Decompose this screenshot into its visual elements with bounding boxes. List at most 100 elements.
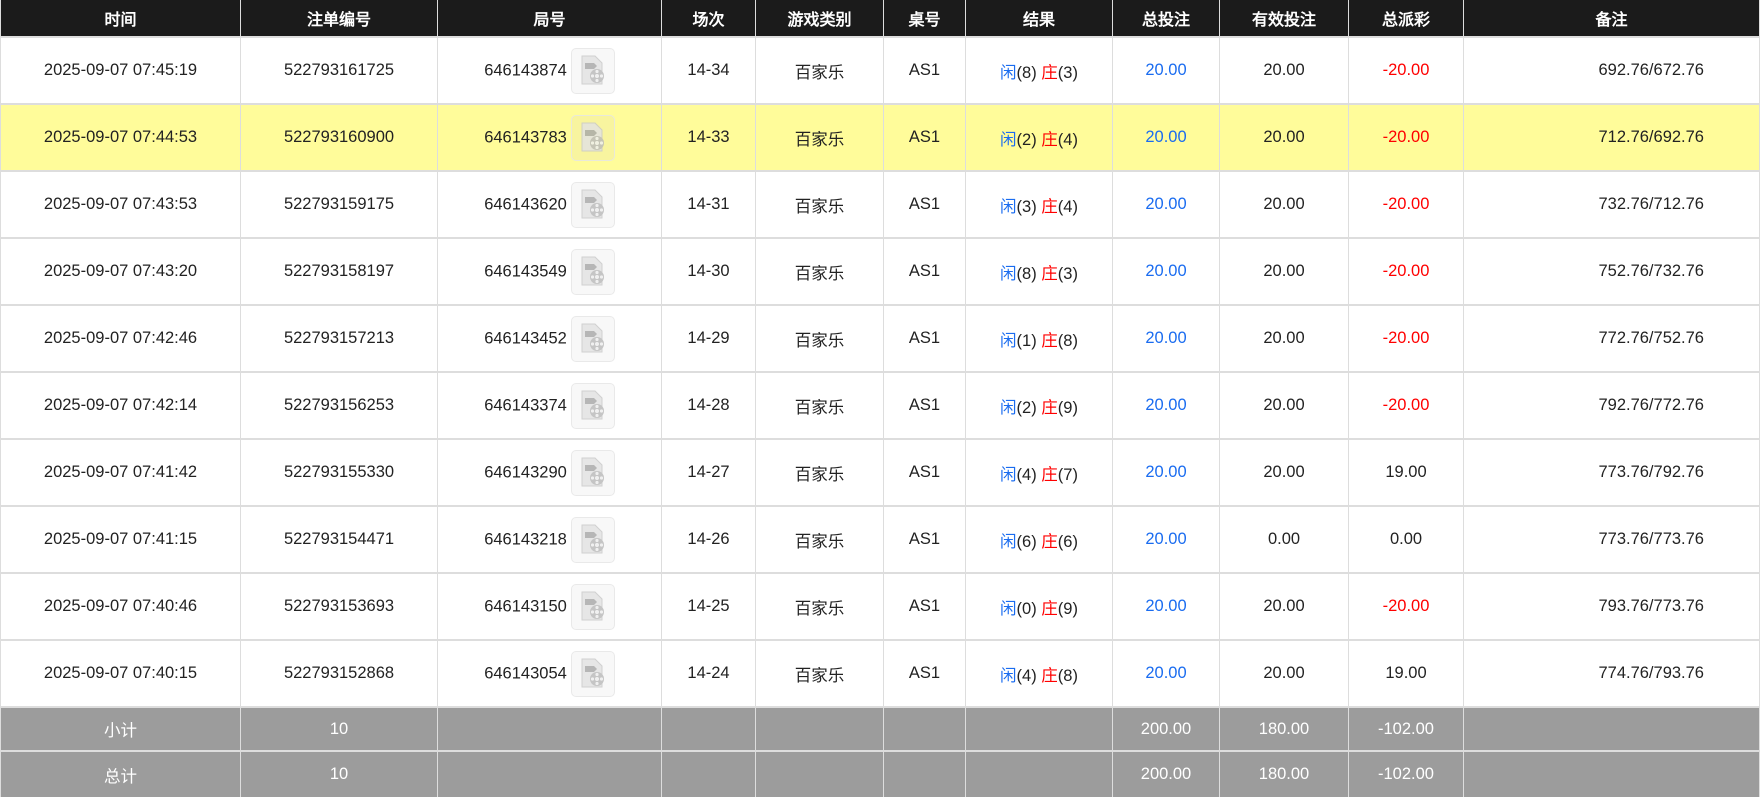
video-replay-icon[interactable]	[570, 382, 615, 429]
cell-payout: 19.00	[1348, 438, 1464, 506]
subtotal-payout: -102.00	[1348, 706, 1464, 751]
cell-total-bet: 20.00	[1112, 170, 1220, 238]
header-time: 时间	[0, 0, 241, 37]
round-number: 646143150	[484, 596, 567, 615]
cell-total-bet: 20.00	[1112, 438, 1220, 506]
cell-round: 646143874	[437, 36, 662, 104]
cell-round: 646143452	[437, 304, 662, 372]
table-row: 2025-09-07 07:41:42 522793155330 646143290…	[0, 438, 1760, 506]
banker-label: 庄	[1041, 666, 1058, 685]
banker-label: 庄	[1041, 465, 1058, 484]
cell-round: 646143549	[437, 237, 662, 305]
banker-label: 庄	[1041, 130, 1058, 149]
header-total-bet: 总投注	[1112, 0, 1220, 37]
player-label: 闲	[1000, 331, 1017, 350]
cell-game: 百家乐	[755, 170, 884, 238]
cell-table: AS1	[883, 170, 966, 238]
cell-table: AS1	[883, 505, 966, 573]
header-round: 局号	[437, 0, 662, 37]
cell-result: 闲(3) 庄(4)	[965, 170, 1113, 238]
cell-valid-bet: 20.00	[1219, 170, 1349, 238]
video-replay-icon[interactable]	[570, 47, 615, 94]
video-replay-icon[interactable]	[570, 449, 615, 496]
video-replay-icon[interactable]	[570, 650, 615, 697]
round-number: 646143452	[484, 328, 567, 347]
cell-shoe: 14-24	[661, 639, 756, 707]
banker-label: 庄	[1041, 331, 1058, 350]
round-number: 646143218	[484, 529, 567, 548]
table-row: 2025-09-07 07:44:53 522793160900 646143783…	[0, 103, 1760, 171]
header-valid-bet: 有效投注	[1219, 0, 1349, 37]
cell-result: 闲(4) 庄(7)	[965, 438, 1113, 506]
video-replay-icon[interactable]	[570, 315, 615, 362]
cell-valid-bet: 20.00	[1219, 103, 1349, 171]
cell-bet-id: 522793156253	[240, 371, 438, 439]
cell-table: AS1	[883, 438, 966, 506]
cell-bet-id: 522793153693	[240, 572, 438, 640]
header-result: 结果	[965, 0, 1113, 37]
total-valid-bet: 180.00	[1219, 750, 1349, 797]
round-number: 646143054	[484, 663, 567, 682]
cell-remark: 732.76/712.76	[1463, 170, 1760, 238]
banker-score: (4)	[1057, 197, 1078, 216]
banker-score: (9)	[1057, 599, 1078, 618]
round-number: 646143374	[484, 395, 567, 414]
cell-table: AS1	[883, 237, 966, 305]
cell-bet-id: 522793155330	[240, 438, 438, 506]
table-row: 2025-09-07 07:43:53 522793159175 646143620…	[0, 170, 1760, 238]
cell-round: 646143150	[437, 572, 662, 640]
cell-valid-bet: 20.00	[1219, 639, 1349, 707]
player-label: 闲	[1000, 197, 1017, 216]
cell-total-bet: 20.00	[1112, 639, 1220, 707]
video-replay-icon[interactable]	[570, 516, 615, 563]
cell-remark: 712.76/692.76	[1463, 103, 1760, 171]
video-replay-icon[interactable]	[570, 583, 615, 630]
cell-shoe: 14-27	[661, 438, 756, 506]
banker-score: (3)	[1057, 63, 1078, 82]
subtotal-row: 小计 10 200.00 180.00 -102.00	[0, 706, 1760, 751]
header-shoe: 场次	[661, 0, 756, 37]
video-replay-icon[interactable]	[570, 248, 615, 295]
cell-result: 闲(0) 庄(9)	[965, 572, 1113, 640]
round-number: 646143620	[484, 194, 567, 213]
cell-time: 2025-09-07 07:41:42	[0, 438, 241, 506]
cell-payout: -20.00	[1348, 170, 1464, 238]
table-row: 2025-09-07 07:40:15 522793152868 646143054…	[0, 639, 1760, 707]
cell-table: AS1	[883, 304, 966, 372]
player-label: 闲	[1000, 465, 1017, 484]
table-row: 2025-09-07 07:40:46 522793153693 646143150…	[0, 572, 1760, 640]
round-number: 646143549	[484, 261, 567, 280]
cell-valid-bet: 20.00	[1219, 438, 1349, 506]
cell-valid-bet: 0.00	[1219, 505, 1349, 573]
cell-total-bet: 20.00	[1112, 371, 1220, 439]
player-label: 闲	[1000, 666, 1017, 685]
cell-result: 闲(2) 庄(9)	[965, 371, 1113, 439]
player-score: (4)	[1016, 465, 1037, 484]
round-number: 646143290	[484, 462, 567, 481]
header-bet-id: 注单编号	[240, 0, 438, 37]
cell-game: 百家乐	[755, 438, 884, 506]
video-replay-icon[interactable]	[570, 114, 615, 161]
cell-round: 646143783	[437, 103, 662, 171]
header-table: 桌号	[883, 0, 966, 37]
cell-payout: 0.00	[1348, 505, 1464, 573]
cell-shoe: 14-31	[661, 170, 756, 238]
cell-time: 2025-09-07 07:41:15	[0, 505, 241, 573]
banker-score: (6)	[1057, 532, 1078, 551]
banker-label: 庄	[1041, 532, 1058, 551]
banker-label: 庄	[1041, 63, 1058, 82]
video-replay-icon[interactable]	[570, 181, 615, 228]
cell-round: 646143218	[437, 505, 662, 573]
cell-shoe: 14-30	[661, 237, 756, 305]
cell-result: 闲(2) 庄(4)	[965, 103, 1113, 171]
cell-game: 百家乐	[755, 103, 884, 171]
player-label: 闲	[1000, 130, 1017, 149]
header-game: 游戏类别	[755, 0, 884, 37]
cell-result: 闲(4) 庄(8)	[965, 639, 1113, 707]
banker-label: 庄	[1041, 599, 1058, 618]
player-score: (2)	[1016, 130, 1037, 149]
cell-time: 2025-09-07 07:42:14	[0, 371, 241, 439]
table-row: 2025-09-07 07:43:20 522793158197 646143549…	[0, 237, 1760, 305]
cell-shoe: 14-25	[661, 572, 756, 640]
